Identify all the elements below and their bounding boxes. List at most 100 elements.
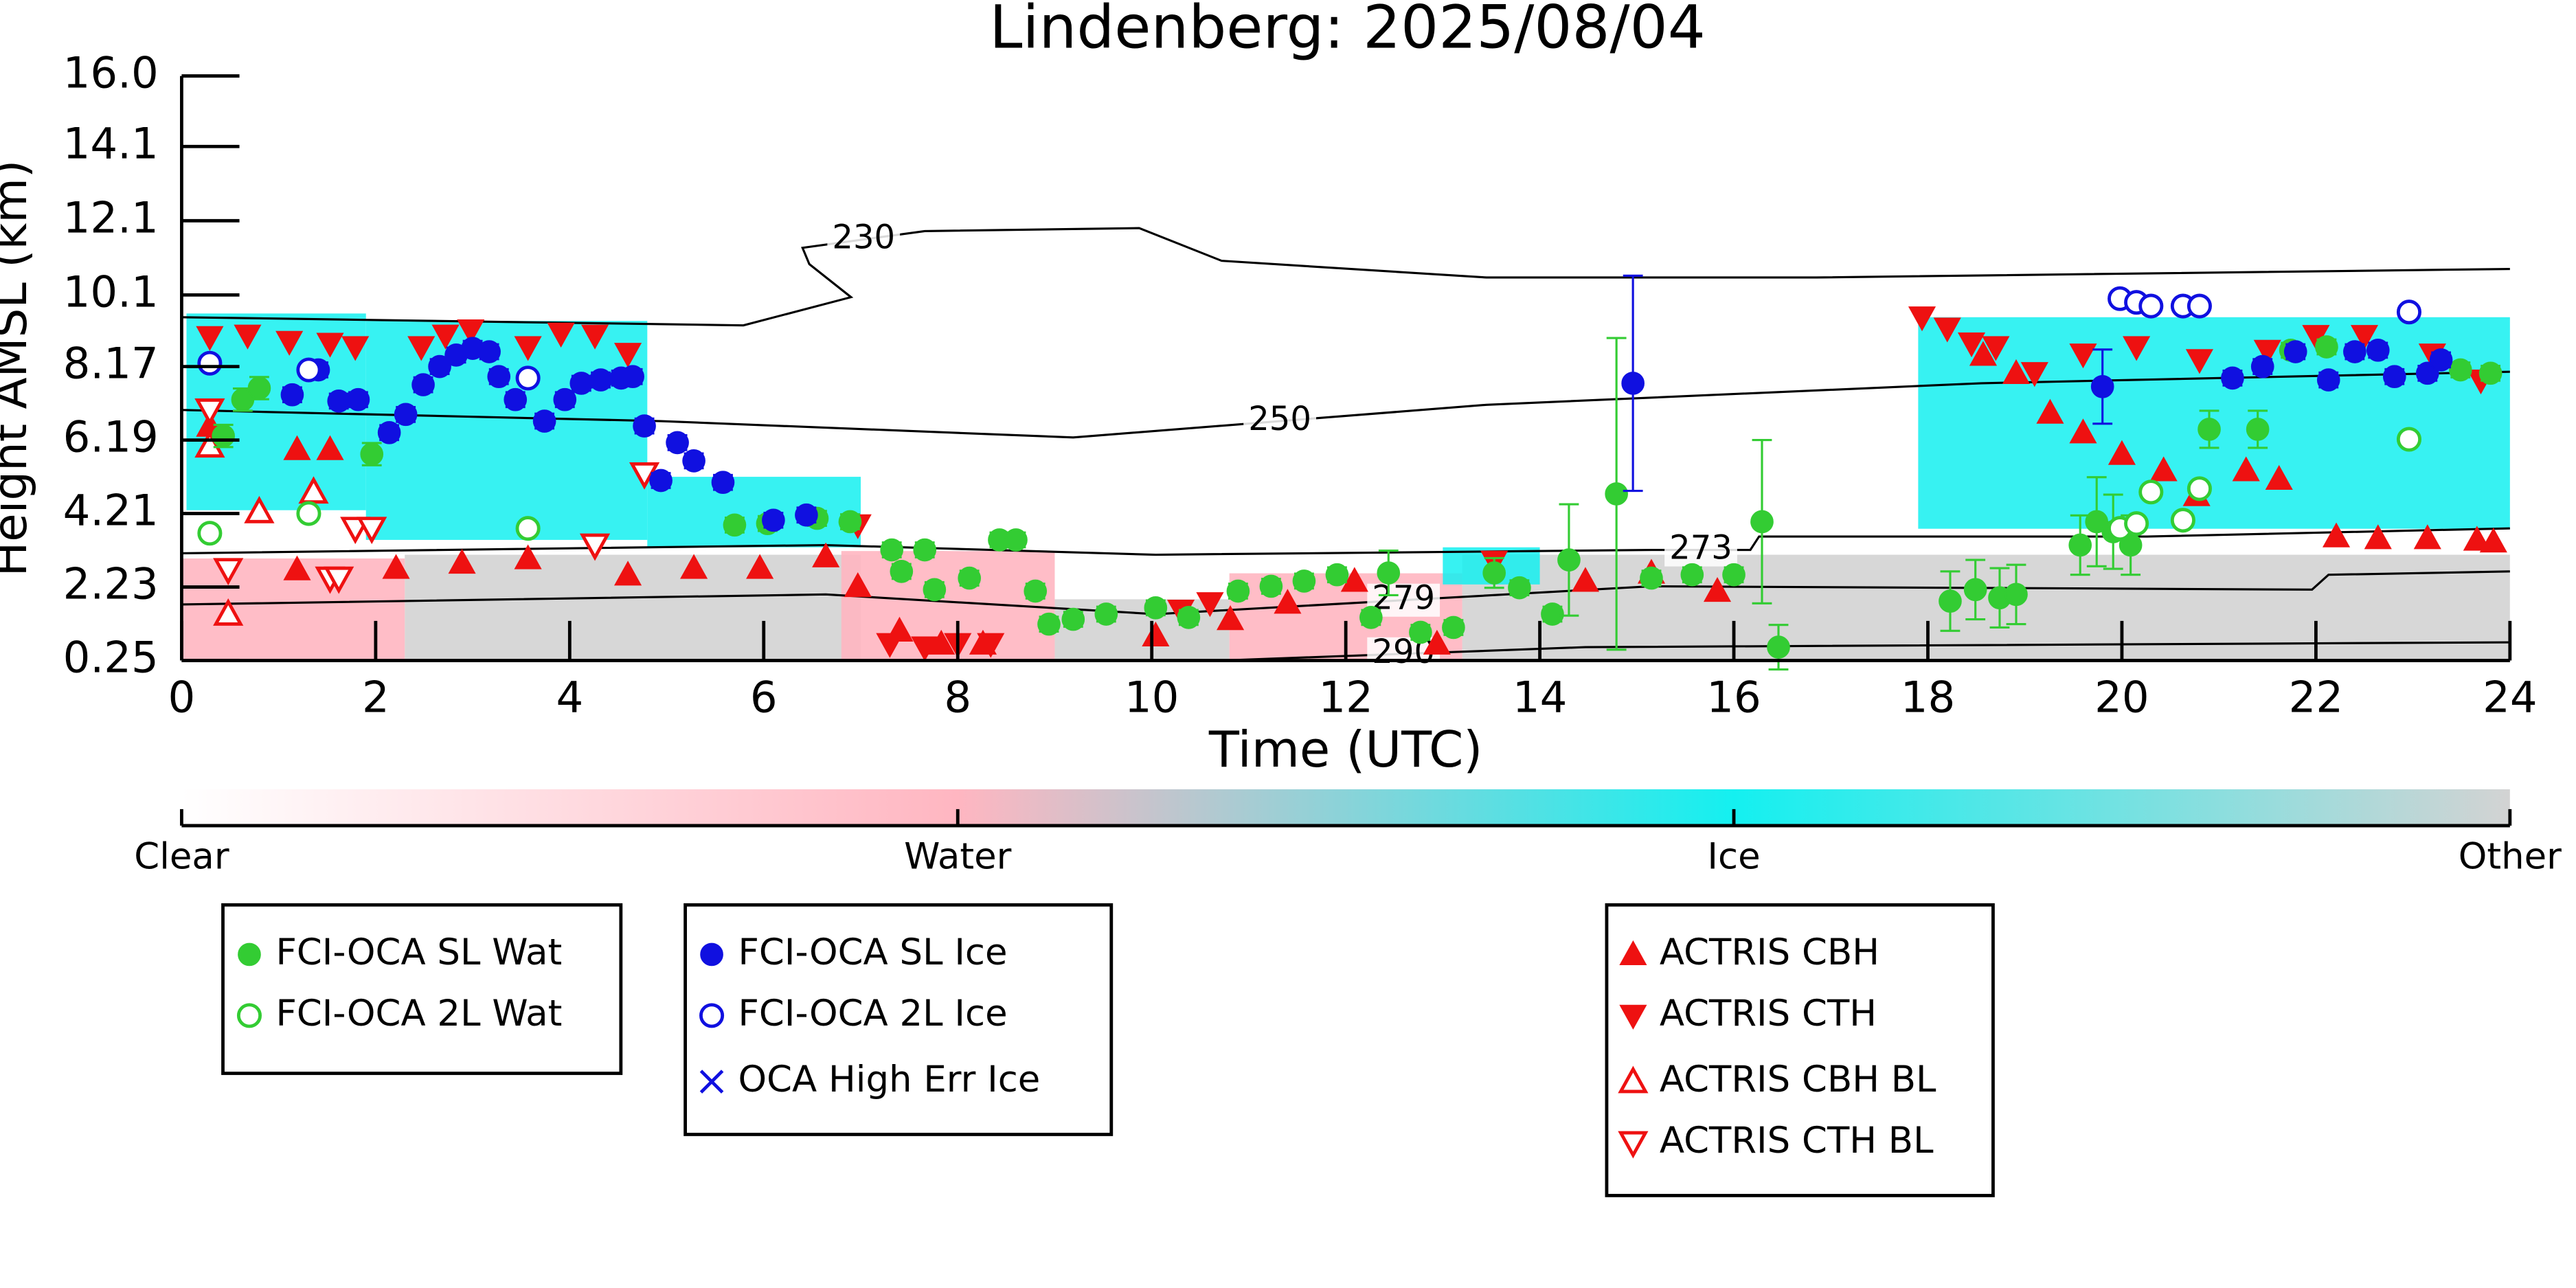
data-point (431, 324, 460, 350)
data-point (514, 336, 542, 361)
data-point (913, 538, 937, 562)
data-point (1274, 589, 1302, 614)
data-point (394, 403, 418, 427)
contour-label-bg (1243, 405, 1316, 438)
colorbar-label: Clear (134, 836, 229, 878)
data-point (298, 476, 329, 504)
data-point (1963, 578, 1987, 602)
data-point (1004, 528, 1028, 552)
y-tick-label: 16.0 (63, 48, 159, 98)
data-point (296, 501, 321, 526)
legend-label: ACTRIS CBH BL (1660, 1059, 1936, 1100)
data-point (579, 533, 611, 561)
data-point (2253, 339, 2281, 365)
data-point (247, 376, 271, 400)
data-point (2197, 418, 2221, 441)
data-point (680, 554, 708, 579)
data-point (1037, 612, 1061, 636)
data-point (244, 495, 275, 523)
data-point (2221, 366, 2244, 390)
data-point (2004, 583, 2028, 607)
data-point (2429, 348, 2453, 372)
data-point (316, 435, 344, 460)
data-point (514, 544, 542, 569)
x-tick-label: 4 (556, 672, 583, 722)
data-point (569, 372, 594, 395)
data-point (196, 326, 224, 351)
x-tick-label: 18 (1901, 672, 1956, 722)
data-point (547, 322, 575, 348)
legend-marker (699, 1003, 725, 1028)
x-tick-label: 0 (168, 672, 196, 722)
data-point (844, 572, 872, 598)
data-point (613, 343, 642, 368)
y-tick-label: 10.1 (63, 267, 159, 317)
data-point (746, 554, 774, 579)
x-tick-label: 14 (1513, 672, 1568, 722)
y-tick-label: 0.25 (63, 633, 159, 683)
data-point (2149, 456, 2178, 482)
contour-line (1221, 641, 2510, 662)
data-point (194, 398, 225, 426)
data-point (1750, 510, 1774, 534)
data-point (649, 468, 673, 493)
data-point (2170, 508, 2195, 533)
legend-label: FCI-OCA SL Wat (275, 931, 562, 973)
legend-label: OCA High Err Ice (738, 1059, 1041, 1100)
data-point (838, 510, 862, 534)
data-point (411, 373, 435, 396)
data-point (1377, 561, 1401, 585)
data-point (377, 420, 401, 444)
y-tick-label: 12.1 (63, 192, 159, 242)
data-point (283, 435, 311, 460)
data-point (324, 566, 354, 594)
contour-label: 279 (1372, 579, 1435, 618)
y-tick-label: 4.21 (63, 486, 159, 536)
y-tick-label: 14.1 (63, 118, 159, 168)
y-tick-label: 2.23 (63, 559, 159, 609)
data-point (958, 566, 982, 590)
contour-label-bg (1664, 533, 1737, 567)
data-point (275, 330, 304, 356)
data-point (1217, 605, 1245, 631)
y-tick-label: 8.17 (63, 339, 159, 389)
x-tick-label: 16 (1706, 672, 1761, 722)
data-point (428, 354, 451, 379)
contour-label: 230 (832, 218, 895, 257)
colorbar-label: Ice (1707, 836, 1760, 878)
data-point (589, 368, 613, 392)
data-point (2448, 358, 2472, 382)
data-point (1722, 563, 1745, 587)
data-point (977, 633, 1005, 658)
data-point (1908, 306, 1936, 332)
data-point (553, 387, 577, 411)
data-point (711, 471, 735, 495)
data-point (1933, 317, 1961, 343)
contour-label-bg (827, 223, 901, 256)
data-point (346, 387, 370, 411)
data-point (1767, 635, 1790, 659)
data-point (580, 324, 609, 350)
data-point (911, 636, 939, 662)
data-point (515, 516, 541, 541)
data-point (2185, 349, 2213, 374)
data-point (1142, 621, 1170, 646)
data-point (487, 365, 511, 389)
data-point (213, 598, 244, 626)
legend-box (1605, 903, 1995, 1197)
data-point (360, 442, 384, 466)
data-point (2187, 476, 2212, 501)
data-point (1982, 336, 2010, 361)
data-point (316, 332, 344, 358)
data-point (2002, 359, 2031, 384)
data-point (2250, 354, 2274, 379)
data-point (880, 538, 904, 562)
data-point (1359, 606, 1383, 629)
data-point (357, 517, 387, 545)
data-point (2350, 325, 2379, 350)
data-point (504, 387, 528, 411)
contour-label: 273 (1669, 529, 1732, 567)
cloud-mask-region (647, 477, 861, 547)
data-point (2322, 522, 2351, 547)
